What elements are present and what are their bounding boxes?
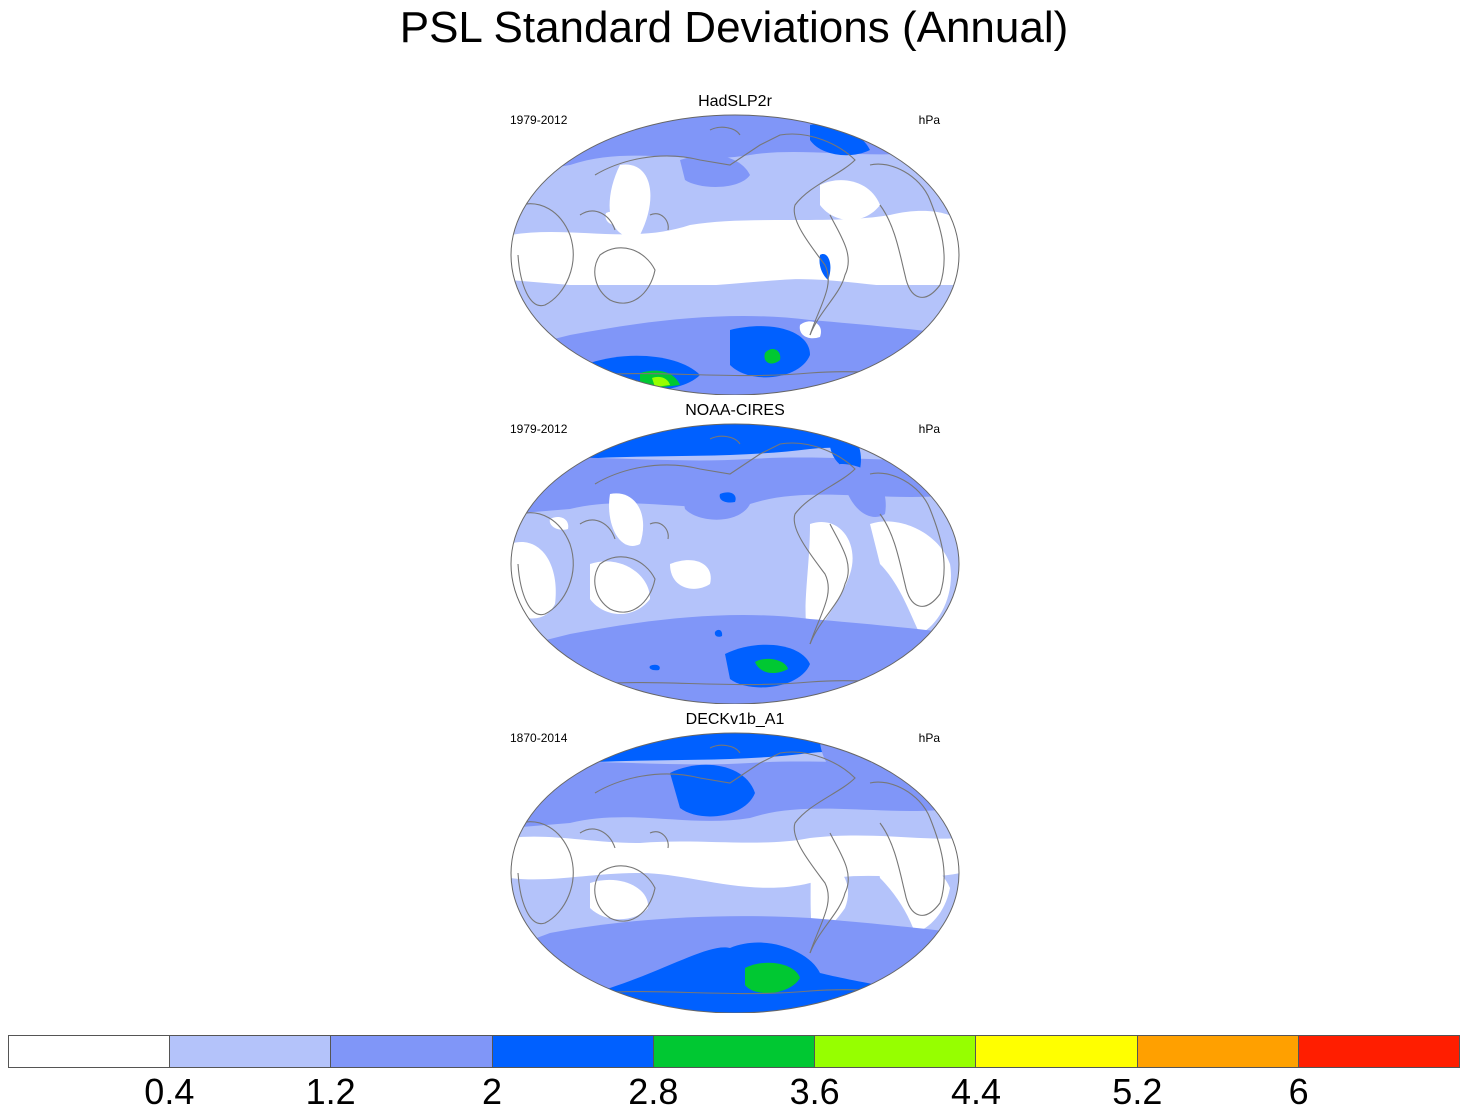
colorbar-segment <box>9 1036 171 1067</box>
panel-units: hPa <box>918 113 940 127</box>
colorbar-segment <box>1137 1036 1299 1067</box>
panel-title: DECKv1b_A1 <box>685 711 785 728</box>
colorbar-tick-label: 0.4 <box>144 1071 195 1112</box>
colorbar-segment <box>976 1036 1138 1067</box>
map-panel-deckv1b-a1: DECKv1b_A1 1870-2014 hPa <box>500 711 970 1013</box>
panel-units: hPa <box>918 731 940 745</box>
colorbar-segment <box>1298 1036 1459 1067</box>
colorbar-tick-label: 2 <box>481 1071 503 1112</box>
colorbar-tick-label: 4.4 <box>950 1071 1002 1112</box>
colorbar-segment <box>815 1036 977 1067</box>
panel-years: 1979-2012 <box>510 422 568 436</box>
panel-title: HadSLP2r <box>698 93 772 110</box>
colorbar-tick-label: 5.2 <box>1112 1071 1163 1112</box>
panel-years: 1979-2012 <box>510 113 568 127</box>
map-panel-noaa-cires: NOAA-CIRES 1979-2012 hPa <box>500 402 970 704</box>
colorbar-tick-label: 3.6 <box>789 1071 840 1112</box>
world-map <box>510 423 960 704</box>
colorbar-segment <box>653 1036 816 1067</box>
map-panel-hadslp2r: HadSLP2r 1979-2012 hPa <box>500 93 970 395</box>
panel-units: hPa <box>918 422 940 436</box>
panel-title: NOAA-CIRES <box>685 402 785 419</box>
colorbar-tick-label: 2.8 <box>628 1071 679 1112</box>
colorbar-segment <box>170 1036 332 1067</box>
colorbar-tick-label: 1.2 <box>305 1071 356 1112</box>
colorbar-tick-label: 6 <box>1288 1071 1309 1112</box>
world-map <box>510 114 960 395</box>
world-map <box>510 732 960 1013</box>
panel-years: 1870-2014 <box>510 731 568 745</box>
colorbar-segment <box>492 1036 654 1067</box>
figure-title: PSL Standard Deviations (Annual) <box>399 3 1069 52</box>
colorbar-segment <box>331 1036 493 1067</box>
colorbar <box>8 1035 1460 1068</box>
